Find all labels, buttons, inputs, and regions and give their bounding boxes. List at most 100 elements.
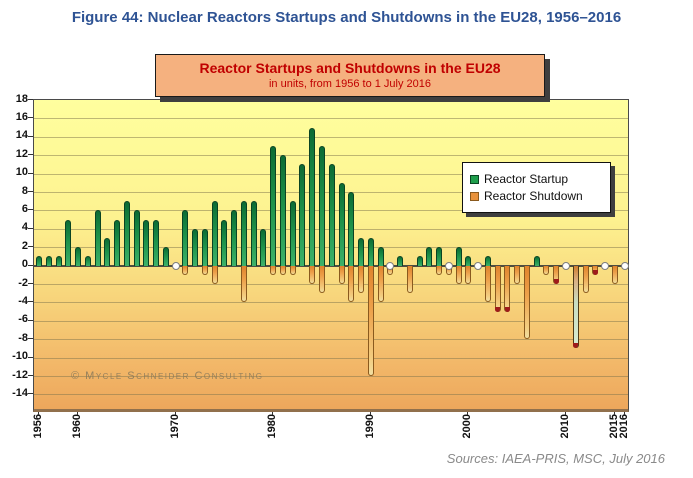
shutdown-bar-2012 xyxy=(582,265,589,294)
y-tick-label-16: 16 xyxy=(15,110,28,123)
y-tick-18 xyxy=(28,99,33,100)
y-tick-label-0: 0 xyxy=(21,258,28,271)
startup-bar-1973 xyxy=(201,228,208,266)
legend-startup-label: Reactor Startup xyxy=(484,172,569,186)
startup-bar-1963 xyxy=(104,238,111,266)
shutdown-bar-1992 xyxy=(387,265,394,275)
shutdown-bar-2011 xyxy=(572,265,579,349)
startup-bar-1959 xyxy=(65,219,72,266)
gridline--6 xyxy=(34,320,628,322)
startup-bar-2007 xyxy=(533,256,540,266)
source-note: Sources: IAEA-PRIS, MSC, July 2016 xyxy=(446,451,665,466)
shutdown-bar-cap-2013 xyxy=(592,269,598,275)
shutdown-swatch-icon xyxy=(470,191,479,201)
y-tick-12 xyxy=(28,154,33,156)
shutdown-bar-1974 xyxy=(211,265,218,284)
zero-marker-2010 xyxy=(561,261,570,270)
x-tick-label-2000: 2000 xyxy=(461,414,474,439)
shutdown-bar-2004 xyxy=(504,265,511,312)
shutdown-bar-1990 xyxy=(367,265,374,376)
startup-bar-1985 xyxy=(319,146,325,266)
y-tick--4 xyxy=(28,301,33,303)
startup-bar-1967 xyxy=(143,219,150,266)
y-tick-0 xyxy=(28,264,33,266)
x-tick-label-1980: 1980 xyxy=(266,414,279,439)
startup-bar-1995 xyxy=(416,256,423,266)
zero-marker-2014 xyxy=(601,261,610,270)
y-tick-label--14: -14 xyxy=(12,386,28,399)
startup-bar-1960 xyxy=(75,247,82,266)
shutdown-bar-1981 xyxy=(279,265,286,275)
shutdown-bar-cap-2004 xyxy=(504,306,510,312)
gridline--14 xyxy=(34,394,628,396)
startup-bar-1982 xyxy=(289,201,296,266)
shutdown-bar-2005 xyxy=(514,265,521,284)
startup-bar-1979 xyxy=(260,228,267,266)
x-tick-label-1956: 1956 xyxy=(32,414,44,439)
startup-bar-1965 xyxy=(123,201,130,266)
shutdown-bar-cap-2003 xyxy=(495,306,501,312)
startup-bar-1989 xyxy=(358,238,365,266)
y-tick-label-4: 4 xyxy=(21,221,28,234)
startup-bar-1966 xyxy=(133,210,140,266)
startup-bar-1987 xyxy=(338,182,345,266)
startup-bar-1964 xyxy=(114,219,121,266)
x-tick-1956 xyxy=(38,411,39,415)
startup-bar-1983 xyxy=(299,164,306,266)
legend-shutdown-label: Reactor Shutdown xyxy=(484,189,583,203)
shutdown-bar-2002 xyxy=(484,265,491,303)
x-tick-label-2010: 2010 xyxy=(558,414,571,439)
startup-bar-1981 xyxy=(279,155,286,266)
startup-bar-1993 xyxy=(397,256,404,266)
y-tick-label-14: 14 xyxy=(15,129,28,142)
zero-marker-2001 xyxy=(474,261,483,270)
shutdown-bar-cap-2011 xyxy=(573,343,579,349)
x-tick-label-2016: 2016 xyxy=(617,414,630,439)
startup-bar-1976 xyxy=(231,210,238,266)
startup-bar-1988 xyxy=(348,192,355,266)
gridline-16 xyxy=(34,118,628,120)
startup-bar-1975 xyxy=(221,219,228,266)
shutdown-bar-1998 xyxy=(445,265,452,275)
gridline-12 xyxy=(34,155,628,157)
startup-bar-1962 xyxy=(94,210,101,266)
x-tick-2010 xyxy=(564,411,566,415)
startup-bar-1971 xyxy=(182,210,189,266)
y-tick-label-18: 18 xyxy=(15,92,28,105)
y-tick-label-8: 8 xyxy=(21,184,28,197)
startup-bar-1996 xyxy=(426,247,433,266)
y-tick--8 xyxy=(28,338,33,340)
chart-title: Reactor Startups and Shutdowns in the EU… xyxy=(199,60,501,76)
shutdown-bar-cap-2009 xyxy=(553,279,559,284)
y-tick-label-10: 10 xyxy=(15,166,28,179)
plot-area: © Mycle Schneider Consulting xyxy=(33,99,629,412)
y-tick-2 xyxy=(28,246,33,248)
x-tick-2015 xyxy=(613,411,615,415)
zero-marker-1992 xyxy=(386,261,395,270)
shutdown-bar-1984 xyxy=(309,265,316,284)
shutdown-bar-1977 xyxy=(240,265,247,303)
y-tick-8 xyxy=(28,191,33,192)
watermark: © Mycle Schneider Consulting xyxy=(71,370,264,382)
shutdown-bar-1999 xyxy=(455,265,462,284)
shutdown-bar-1971 xyxy=(182,265,189,275)
startup-swatch-icon xyxy=(470,174,479,184)
x-tick-2000 xyxy=(467,411,469,415)
gridline--2 xyxy=(34,284,628,285)
startup-bar-1997 xyxy=(436,247,443,266)
startup-bar-1986 xyxy=(328,164,335,266)
y-tick-label--6: -6 xyxy=(18,313,28,326)
shutdown-bar-2003 xyxy=(494,265,501,312)
startup-bar-2002 xyxy=(484,256,491,266)
y-tick-label--10: -10 xyxy=(12,350,28,363)
shutdown-bar-2000 xyxy=(465,265,472,284)
x-tick-2016 xyxy=(623,411,625,415)
shutdown-bar-1980 xyxy=(270,265,277,275)
startup-bar-2000 xyxy=(465,256,472,266)
y-tick-14 xyxy=(28,135,33,137)
startup-bar-1990 xyxy=(367,238,374,266)
y-tick-label--12: -12 xyxy=(12,368,28,381)
y-tick--10 xyxy=(28,356,33,358)
x-tick-1960 xyxy=(77,411,79,415)
y-tick-label--4: -4 xyxy=(18,294,28,307)
